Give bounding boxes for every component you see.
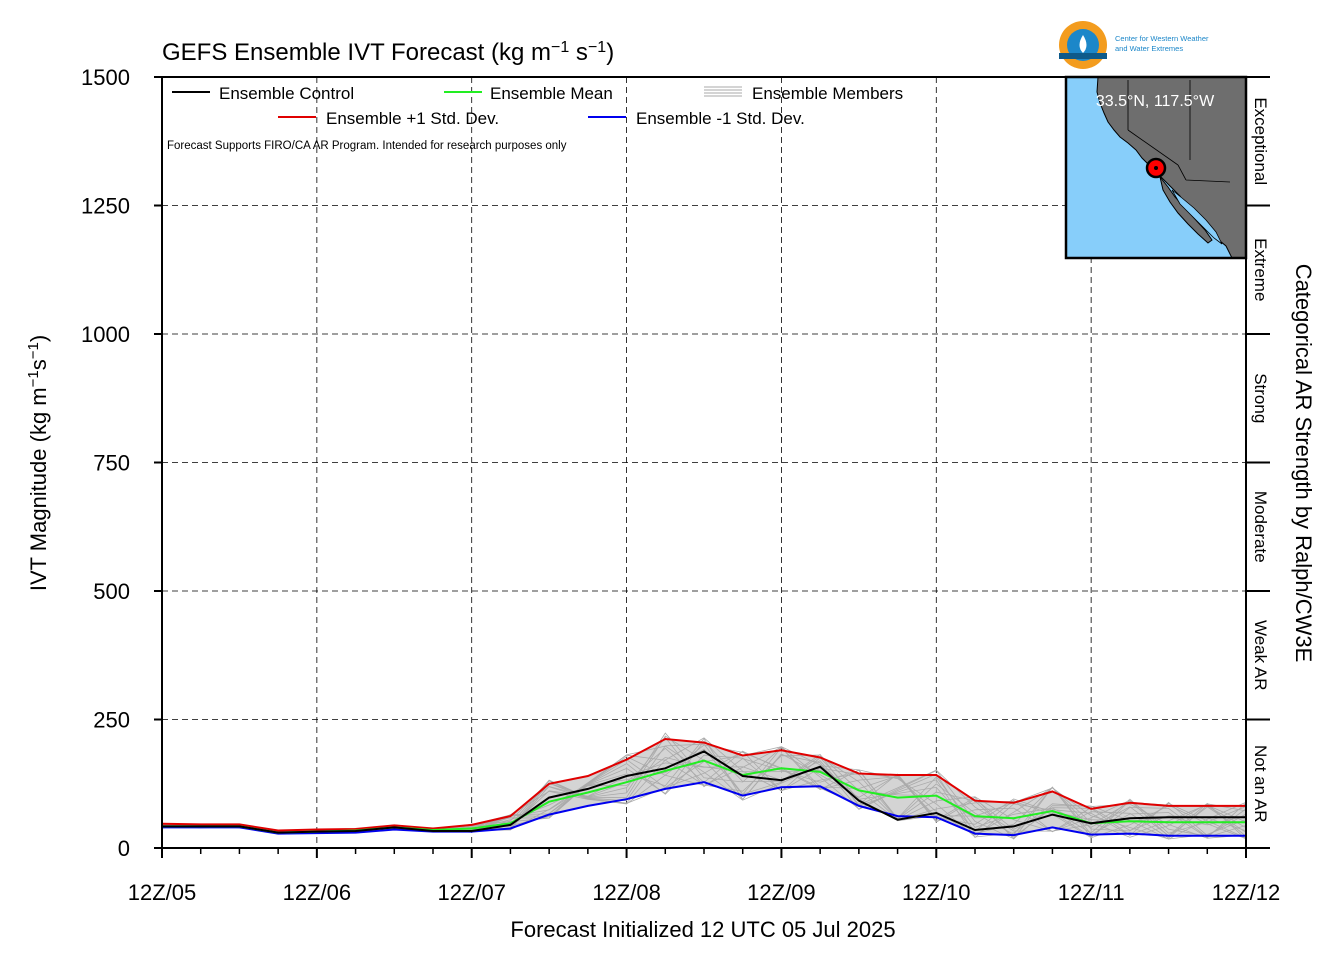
research-note: Forecast Supports FIRO/CA AR Program. In… xyxy=(167,140,567,152)
gulf-of-california xyxy=(1171,189,1223,245)
y-tick-label: 0 xyxy=(118,836,130,861)
map-location-label: 33.5°N, 117.5°W xyxy=(1096,93,1215,110)
ylabel-end: ) xyxy=(26,335,51,342)
x-tick-label: 12Z/11 xyxy=(1058,880,1125,905)
y-tick-label: 250 xyxy=(93,708,130,733)
logo-text-line2: and Water Extremes xyxy=(1115,44,1183,53)
ar-category-label: Not an AR xyxy=(1251,745,1270,823)
cw3e-logo: Center for Western Weather and Water Ext… xyxy=(1059,21,1209,69)
legend-mean-label: Ensemble Mean xyxy=(490,84,613,103)
map-inset: 33.5°N, 117.5°W xyxy=(1064,75,1248,260)
chart-title: GEFS Ensemble IVT Forecast (kg m−1 s−1) xyxy=(162,39,614,67)
legend-minus-std-label: Ensemble -1 Std. Dev. xyxy=(636,109,805,128)
legend: Ensemble Control Ensemble Mean Ensemble … xyxy=(167,84,903,152)
y-tick-label: 1500 xyxy=(81,65,130,90)
ensemble-plus-std-line xyxy=(161,737,1246,832)
state-borders xyxy=(1127,80,1231,183)
legend-members-swatch xyxy=(704,86,742,97)
x-tick-label: 12Z/12 xyxy=(1212,880,1281,905)
series-lines xyxy=(161,737,1246,837)
title-mid: s xyxy=(569,39,588,66)
x-tick-label: 12Z/05 xyxy=(128,880,197,905)
title-main: GEFS Ensemble IVT Forecast (kg m xyxy=(162,39,551,66)
ar-category-label: Exceptional xyxy=(1251,97,1270,185)
title-exp-1: −1 xyxy=(551,39,569,56)
legend-members-label: Ensemble Members xyxy=(752,84,903,103)
ylabel-mid: s xyxy=(26,359,51,370)
ensemble-control-line xyxy=(162,750,1246,834)
ar-category-label: Weak AR xyxy=(1251,620,1270,691)
y-tick-label: 1000 xyxy=(81,322,130,347)
x-tick-label: 12Z/06 xyxy=(283,880,352,905)
ylabel-exp-1: −1 xyxy=(25,370,42,387)
x-tick-label: 12Z/07 xyxy=(437,880,506,905)
ar-category-labels: Not an AR Weak AR Moderate Strong Extreme Exc… xyxy=(1251,97,1270,822)
y-tick-label: 500 xyxy=(93,579,130,604)
title-exp-2: −1 xyxy=(588,39,606,56)
y-axis-label: IVT Magnitude (kg m−1s−1) xyxy=(25,335,52,591)
ar-category-label: Strong xyxy=(1251,373,1270,423)
ensemble-minus-std-line xyxy=(162,781,1246,837)
x-tick-label: 12Z/08 xyxy=(592,880,661,905)
x-tick-labels: 12Z/05 12Z/06 12Z/07 12Z/08 12Z/09 12Z/10 12Z/… xyxy=(128,880,1281,905)
ensemble-spread-band xyxy=(162,739,1246,836)
location-marker-center xyxy=(1154,166,1158,170)
x-tick-label: 12Z/09 xyxy=(747,880,816,905)
ensemble-members xyxy=(161,732,1247,840)
ylabel-exp-2: −1 xyxy=(25,342,42,359)
legend-control-label: Ensemble Control xyxy=(219,84,354,103)
ylabel-main: IVT Magnitude (kg m xyxy=(26,387,51,591)
y-tick-labels: 0 250 500 750 1000 1250 1500 xyxy=(81,65,130,861)
x-tick-label: 12Z/10 xyxy=(902,880,971,905)
legend-plus-std-label: Ensemble +1 Std. Dev. xyxy=(326,109,499,128)
grid-lines xyxy=(162,77,1246,848)
ar-category-label: Extreme xyxy=(1251,238,1270,301)
y-tick-label: 1250 xyxy=(81,194,130,219)
y-tick-label: 750 xyxy=(93,451,130,476)
ensemble-spread xyxy=(162,739,1246,836)
title-end: ) xyxy=(606,39,614,66)
land-mass xyxy=(1096,76,1247,259)
logo-text-line1: Center for Western Weather xyxy=(1115,34,1209,43)
ar-category-label: Moderate xyxy=(1251,491,1270,563)
x-axis-label: Forecast Initialized 12 UTC 05 Jul 2025 xyxy=(510,917,895,942)
right-axis-label: Categorical AR Strength by Ralph/CW3E xyxy=(1291,264,1316,663)
